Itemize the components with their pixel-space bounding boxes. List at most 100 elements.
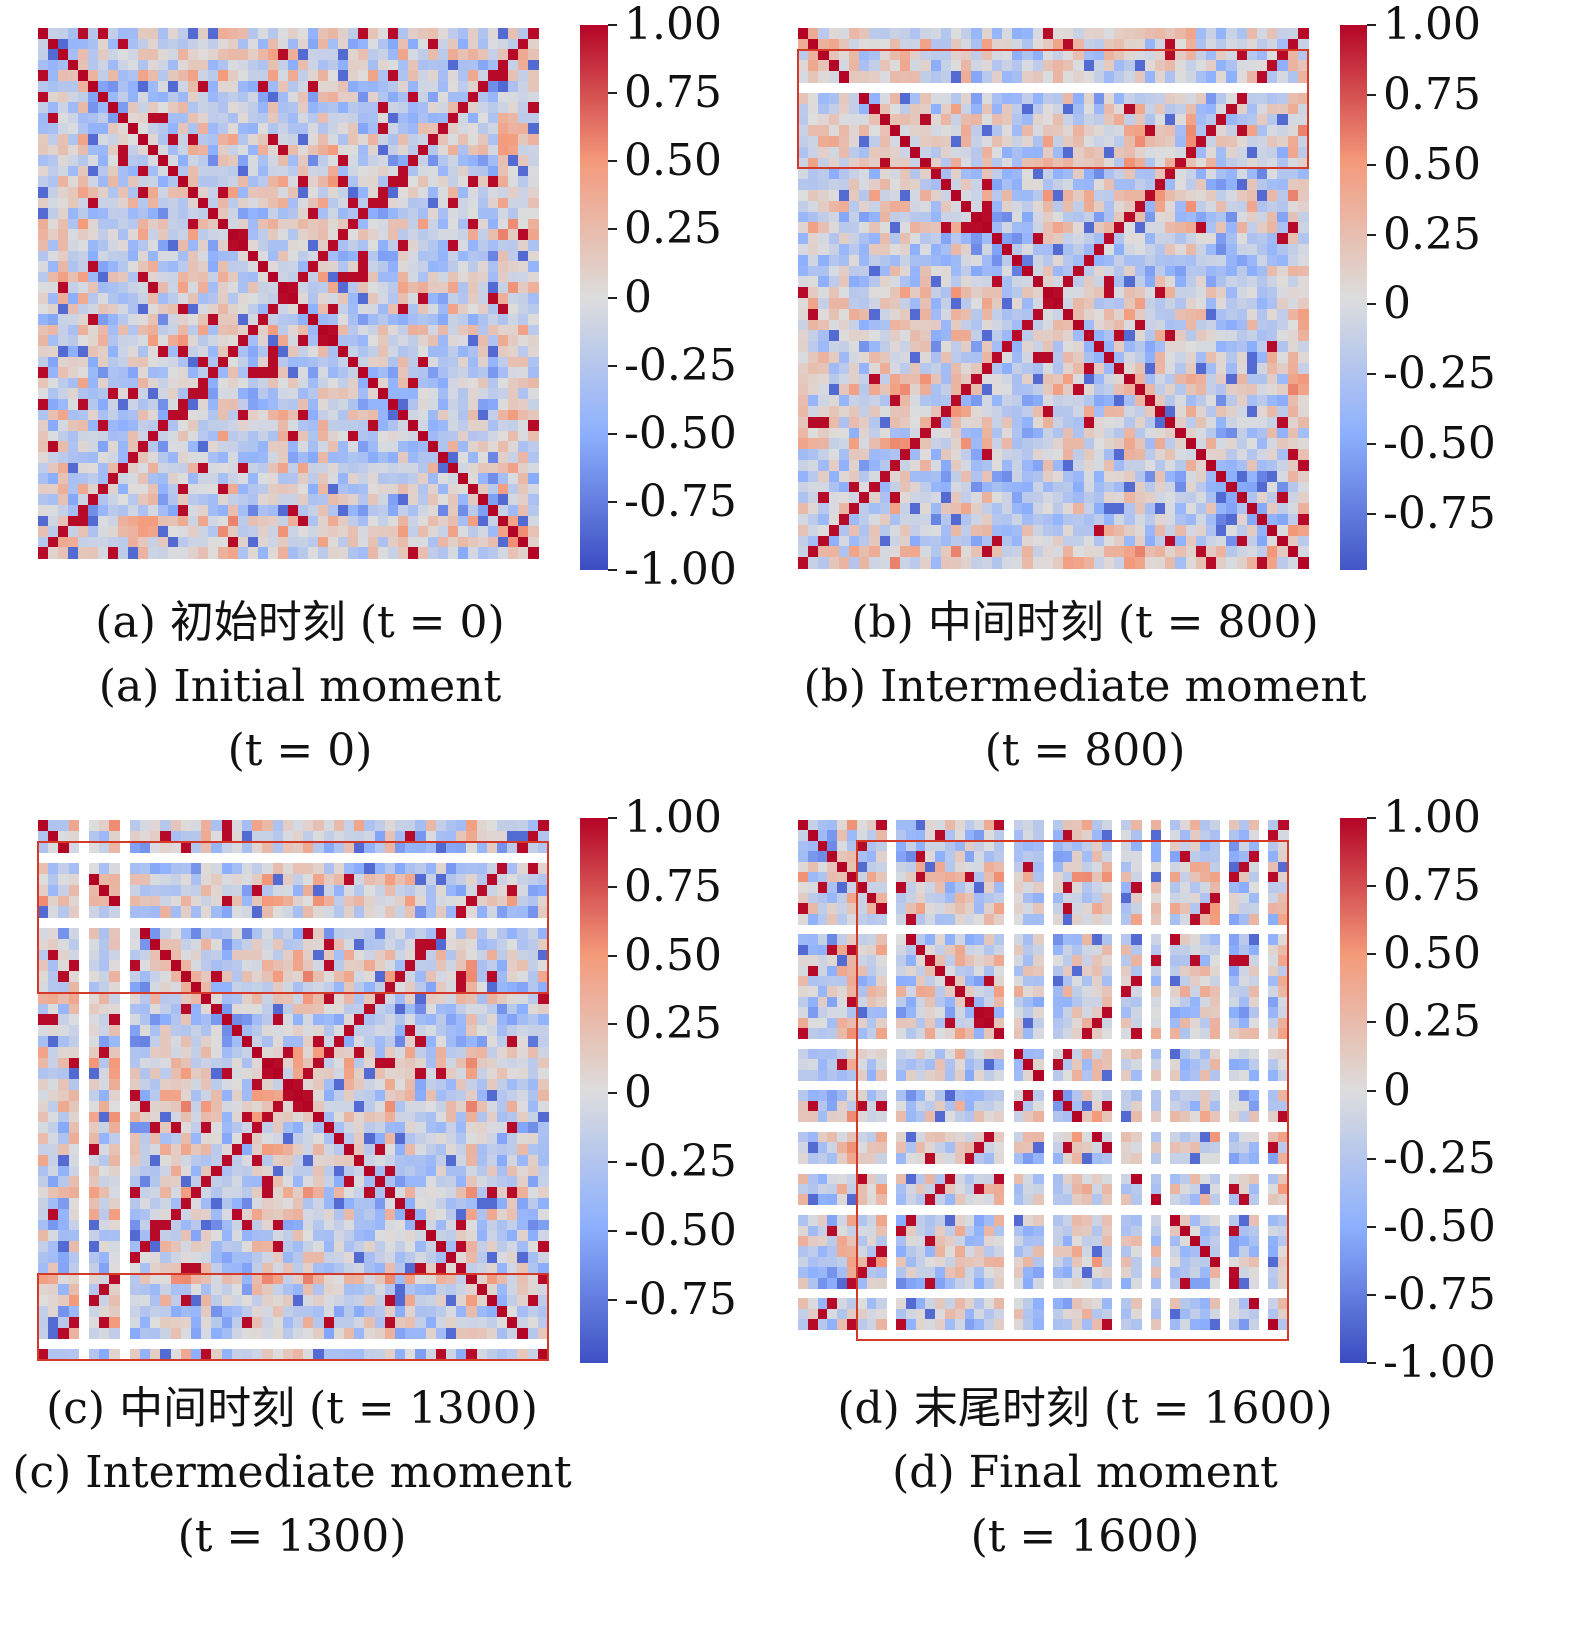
heatmap-cell [218,229,229,240]
heatmap-cell [218,102,229,113]
heatmap-cell [1012,255,1023,266]
heatmap-cell [1084,28,1095,39]
heatmap-cell [508,282,519,293]
heatmap-cell [1175,71,1186,82]
heatmap-cell [358,547,369,558]
heatmap-cell [900,266,911,277]
heatmap-cell [982,471,993,482]
heatmap-cell [1186,39,1197,50]
heatmap-cell [808,471,819,482]
heatmap-cell [378,293,389,304]
heatmap-cell [458,272,469,283]
heatmap-cell [398,28,409,39]
heatmap-cell [1124,374,1135,385]
colorbar-tick-label: 0.75 [624,71,722,115]
heatmap-cell [138,410,149,421]
heatmap-cell [1186,136,1197,147]
heatmap-cell [1135,341,1146,352]
heatmap-cell [1124,482,1135,493]
heatmap-cell [78,431,89,442]
heatmap-cell [498,441,509,452]
heatmap-cell [880,406,891,417]
heatmap-cell [1175,114,1186,125]
heatmap-cell [348,388,359,399]
heatmap-cell [1247,525,1258,536]
heatmap-cell [1237,114,1248,125]
heatmap-cell [1012,503,1023,514]
heatmap-cell [188,452,199,463]
heatmap-cell [900,341,911,352]
heatmap-cell [278,367,289,378]
heatmap-cell [951,136,962,147]
heatmap-cell [128,325,139,336]
heatmap-cell [308,240,319,251]
heatmap-cell [869,28,880,39]
heatmap-cell [288,526,299,537]
heatmap-cell [358,420,369,431]
heatmap-cell [318,134,329,145]
heatmap-cell [268,463,279,474]
heatmap-cell [158,505,169,516]
heatmap-cell [138,240,149,251]
heatmap-cell [1216,114,1227,125]
heatmap-cell [951,255,962,266]
heatmap-cell [238,463,249,474]
heatmap-cell [208,92,219,103]
heatmap-cell [138,367,149,378]
heatmap-cell [859,536,870,547]
heatmap-cell [478,81,489,92]
heatmap-cell [298,357,309,368]
heatmap-cell [458,325,469,336]
heatmap-cell [78,484,89,495]
heatmap-cell [1257,125,1268,136]
heatmap-cell [1186,179,1197,190]
heatmap-cell [1043,557,1054,568]
heatmap-cell [208,198,219,209]
heatmap-cell [1247,557,1258,568]
heatmap-cell [248,399,259,410]
heatmap-cell [931,546,942,557]
heatmap-cell [1247,352,1258,363]
heatmap-cell [418,81,429,92]
heatmap-cell [1043,93,1054,104]
heatmap-cell [378,335,389,346]
heatmap-cell [488,537,499,548]
heatmap-cell [1033,449,1044,460]
heatmap-cell [1145,114,1156,125]
heatmap-cell [88,28,99,39]
heatmap-cell [48,70,59,81]
heatmap-cell [48,282,59,293]
heatmap-cell [1216,525,1227,536]
heatmap-cell [1084,363,1095,374]
heatmap-cell [78,113,89,124]
heatmap-cell [248,208,259,219]
heatmap-cell [38,410,49,421]
heatmap-cell [138,102,149,113]
heatmap-cell [518,452,529,463]
heatmap-cell [338,293,349,304]
heatmap-cell [1145,460,1156,471]
heatmap-cell [1145,557,1156,568]
heatmap-cell [468,388,479,399]
heatmap-cell [869,503,880,514]
heatmap-cell [88,49,99,60]
heatmap-cell [118,357,129,368]
heatmap-cell [1186,212,1197,223]
heatmap-cell [859,147,870,158]
heatmap-cell [829,536,840,547]
heatmap-cell [458,452,469,463]
heatmap-cell [428,494,439,505]
heatmap-cell [1288,244,1299,255]
heatmap-cell [1104,179,1115,190]
heatmap-cell [68,399,79,410]
heatmap-cell [468,176,479,187]
heatmap-cell [388,325,399,336]
heatmap-cell [992,417,1003,428]
heatmap-cell [158,420,169,431]
heatmap-cell [1022,395,1033,406]
heatmap-cell [1053,471,1064,482]
heatmap-cell [941,298,952,309]
heatmap-cell [68,49,79,60]
heatmap-cell [1033,104,1044,115]
heatmap-cell [839,384,850,395]
